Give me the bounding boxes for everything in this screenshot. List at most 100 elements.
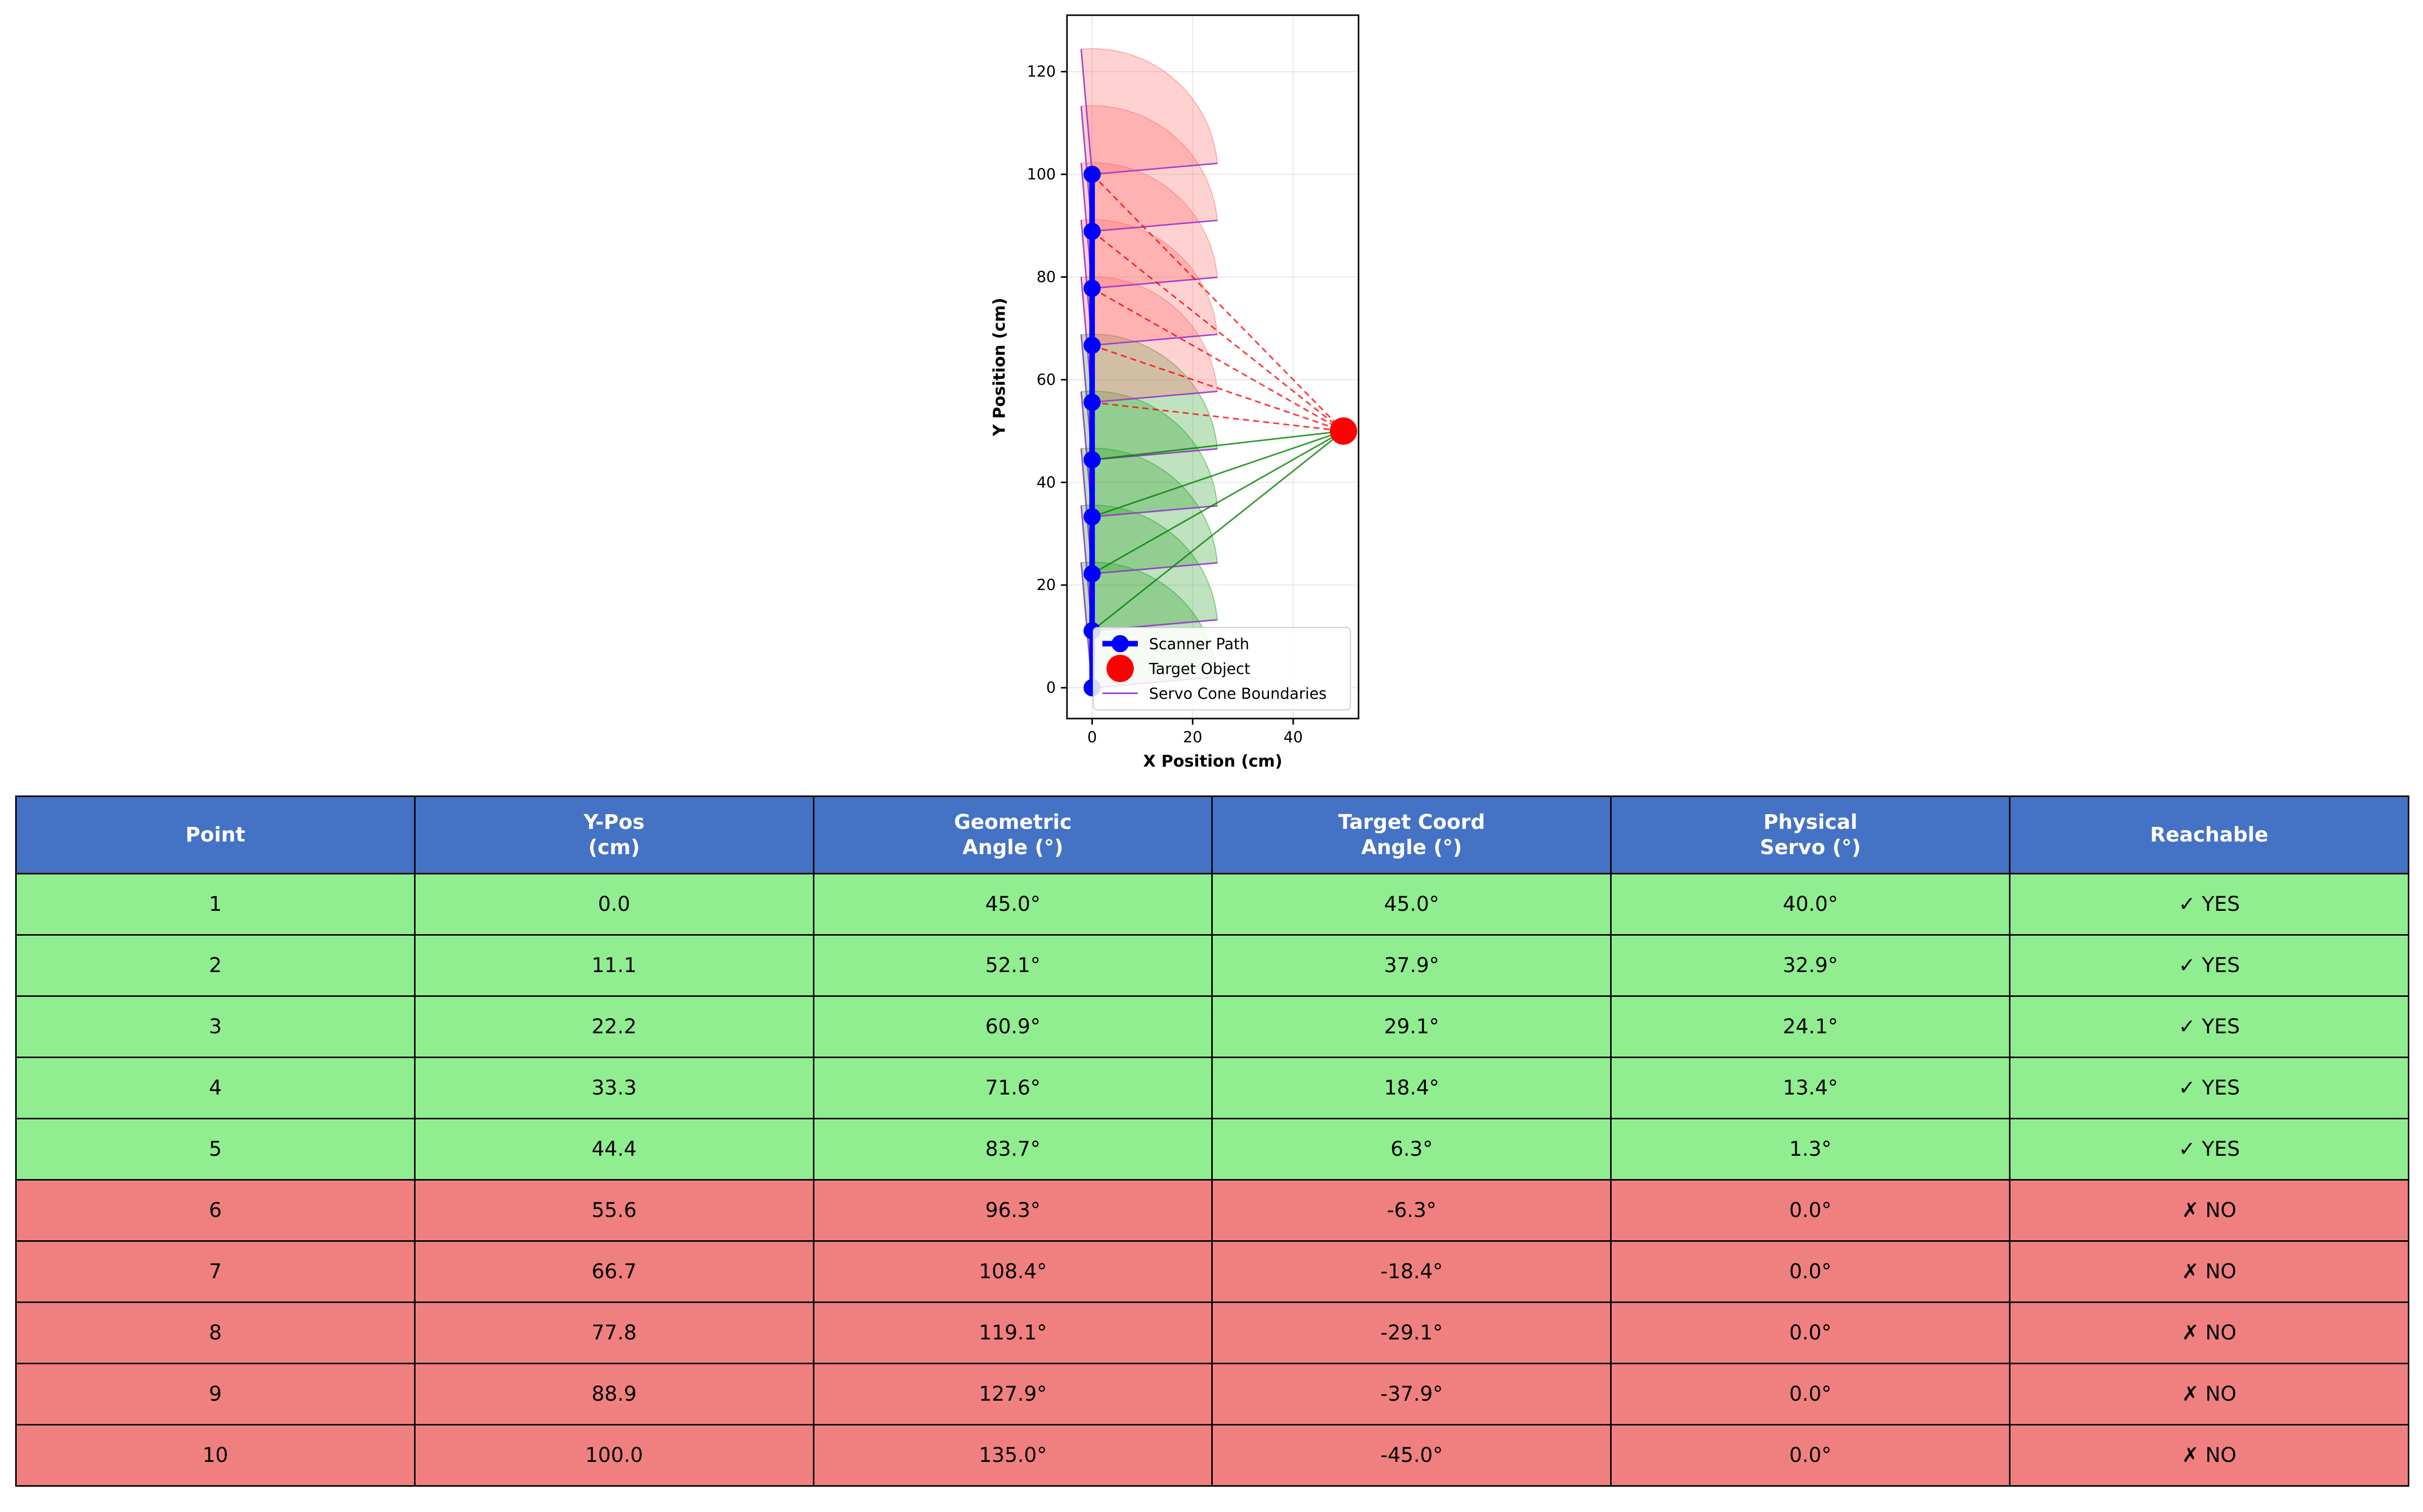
cell-target-coord-angle: 45.0° — [1211, 873, 1612, 936]
cell-reachable: ✓ YES — [2009, 934, 2409, 997]
cell-y-pos: 22.2 — [414, 995, 814, 1058]
cell-reachable: ✗ NO — [2009, 1179, 2409, 1242]
cell-y-pos: 11.1 — [414, 934, 814, 997]
servo-cone — [1080, 105, 1218, 232]
sight-line — [1092, 401, 1344, 432]
cell-point: 9 — [15, 1363, 416, 1425]
cell-geometric-angle: 127.9° — [812, 1363, 1213, 1425]
cell-target-coord-angle: -18.4° — [1211, 1240, 1612, 1303]
table-row: 7 66.7 108.4° -18.4° 0.0° ✗ NO — [15, 1240, 2409, 1303]
cell-physical-servo: 13.4° — [1610, 1057, 2011, 1119]
legend-scanner-path: Scanner Path — [1149, 636, 1249, 653]
header-point: Point — [15, 795, 416, 874]
target-object — [1330, 417, 1358, 445]
cell-geometric-angle: 135.0° — [812, 1424, 1213, 1487]
x-tick-label: 0 — [1087, 729, 1097, 746]
scanner-point — [1083, 394, 1101, 411]
scanner-point — [1083, 508, 1101, 526]
cell-geometric-angle: 108.4° — [812, 1240, 1213, 1303]
cell-target-coord-angle: 6.3° — [1211, 1118, 1612, 1181]
cell-physical-servo: 40.0° — [1610, 873, 2011, 936]
servo-cone — [1080, 505, 1218, 632]
servo-cone — [1080, 276, 1218, 403]
servo-cone — [1080, 219, 1218, 346]
cone-boundary — [1092, 505, 1218, 518]
table-body: 1 0.0 45.0° 45.0° 40.0° ✓ YES 2 11.1 52.1° 37.9° 3… — [15, 873, 2409, 1487]
cell-target-coord-angle: 37.9° — [1211, 934, 1612, 997]
cell-point: 10 — [15, 1424, 416, 1487]
cell-geometric-angle: 52.1° — [812, 934, 1213, 997]
legend-marker-scanner-point — [1112, 635, 1129, 652]
scanner-point — [1083, 165, 1101, 183]
cell-reachable: ✓ YES — [2009, 1057, 2409, 1119]
sight-line — [1092, 430, 1344, 461]
servo-cones — [1080, 48, 1218, 689]
cell-point: 8 — [15, 1301, 416, 1364]
cell-geometric-angle: 96.3° — [812, 1179, 1213, 1242]
cell-physical-servo: 0.0° — [1610, 1424, 2011, 1487]
cell-point: 7 — [15, 1240, 416, 1303]
y-tick-label: 0 — [1046, 679, 1056, 697]
table-row: 2 11.1 52.1° 37.9° 32.9° ✓ YES — [15, 934, 2409, 997]
cone-boundary — [1080, 49, 1093, 175]
cell-point: 2 — [15, 934, 416, 997]
x-tick-label: 20 — [1183, 729, 1202, 746]
cell-point: 3 — [15, 995, 416, 1058]
cell-point: 5 — [15, 1118, 416, 1181]
results-table: Point Y-Pos (cm) Geometric Angle (°) Tar… — [15, 795, 2409, 1487]
y-tick-label: 120 — [1027, 63, 1056, 81]
sight-line — [1091, 230, 1344, 432]
servo-cone — [1080, 447, 1218, 574]
table-row: 4 33.3 71.6° 18.4° 13.4° ✓ YES — [15, 1057, 2409, 1119]
cell-y-pos: 44.4 — [414, 1118, 814, 1181]
servo-cone — [1080, 162, 1218, 289]
y-tick-label: 80 — [1037, 268, 1056, 286]
cone-boundary — [1092, 162, 1218, 176]
cell-y-pos: 0.0 — [414, 873, 814, 936]
cell-y-pos: 66.7 — [414, 1240, 814, 1303]
header-reachable: Reachable — [2009, 795, 2409, 874]
scanner-point — [1083, 565, 1101, 582]
cell-physical-servo: 0.0° — [1610, 1363, 2011, 1425]
cell-target-coord-angle: -6.3° — [1211, 1179, 1612, 1242]
cell-geometric-angle: 71.6° — [812, 1057, 1213, 1119]
y-tick-label: 100 — [1027, 166, 1056, 184]
header-physical-servo: Physical Servo (°) — [1610, 795, 2011, 874]
legend-marker-target — [1106, 655, 1134, 682]
cell-y-pos: 77.8 — [414, 1301, 814, 1364]
sight-line — [1092, 344, 1344, 432]
header-y-pos: Y-Pos (cm) — [414, 795, 814, 874]
table-header-row: Point Y-Pos (cm) Geometric Angle (°) Tar… — [15, 795, 2409, 874]
legend-cone-boundaries: Servo Cone Boundaries — [1149, 685, 1327, 703]
cone-boundary — [1092, 276, 1218, 289]
sight-line — [1091, 430, 1344, 632]
cell-y-pos: 33.3 — [414, 1057, 814, 1119]
scanner-plot: 0 20 40 0 20 40 60 80 100 120 X Position (cm) Y P… — [990, 14, 1360, 769]
cone-boundary — [1092, 333, 1218, 346]
cell-physical-servo: 0.0° — [1610, 1301, 2011, 1364]
table-row: 1 0.0 45.0° 45.0° 40.0° ✓ YES — [15, 873, 2409, 936]
cell-physical-servo: 0.0° — [1610, 1240, 2011, 1303]
scanner-point — [1083, 451, 1101, 469]
header-target-coord-angle: Target Coord Angle (°) — [1211, 795, 1612, 874]
cell-physical-servo: 0.0° — [1610, 1179, 2011, 1242]
legend-box — [1093, 627, 1351, 710]
sight-line — [1092, 430, 1344, 518]
plot-border — [1066, 14, 1360, 720]
sight-line — [1091, 430, 1344, 575]
cell-y-pos: 100.0 — [414, 1424, 814, 1487]
scanner-point — [1083, 337, 1101, 354]
cone-boundary — [1092, 390, 1218, 403]
table-row: 3 22.2 60.9° 29.1° 24.1° ✓ YES — [15, 995, 2409, 1058]
cell-reachable: ✗ NO — [2009, 1424, 2409, 1487]
sight-line — [1091, 174, 1344, 432]
cell-geometric-angle: 83.7° — [812, 1118, 1213, 1181]
cell-geometric-angle: 119.1° — [812, 1301, 1213, 1364]
cone-boundary — [1092, 220, 1218, 232]
cell-y-pos: 55.6 — [414, 1179, 814, 1242]
cell-physical-servo: 1.3° — [1610, 1118, 2011, 1181]
cell-reachable: ✓ YES — [2009, 995, 2409, 1058]
legend: Scanner Path Target Object Servo Cone Bo… — [1093, 627, 1351, 710]
axis-ticks: 0 20 40 0 20 40 60 80 100 120 — [1027, 63, 1303, 746]
table-row: 9 88.9 127.9° -37.9° 0.0° ✗ NO — [15, 1363, 2409, 1425]
